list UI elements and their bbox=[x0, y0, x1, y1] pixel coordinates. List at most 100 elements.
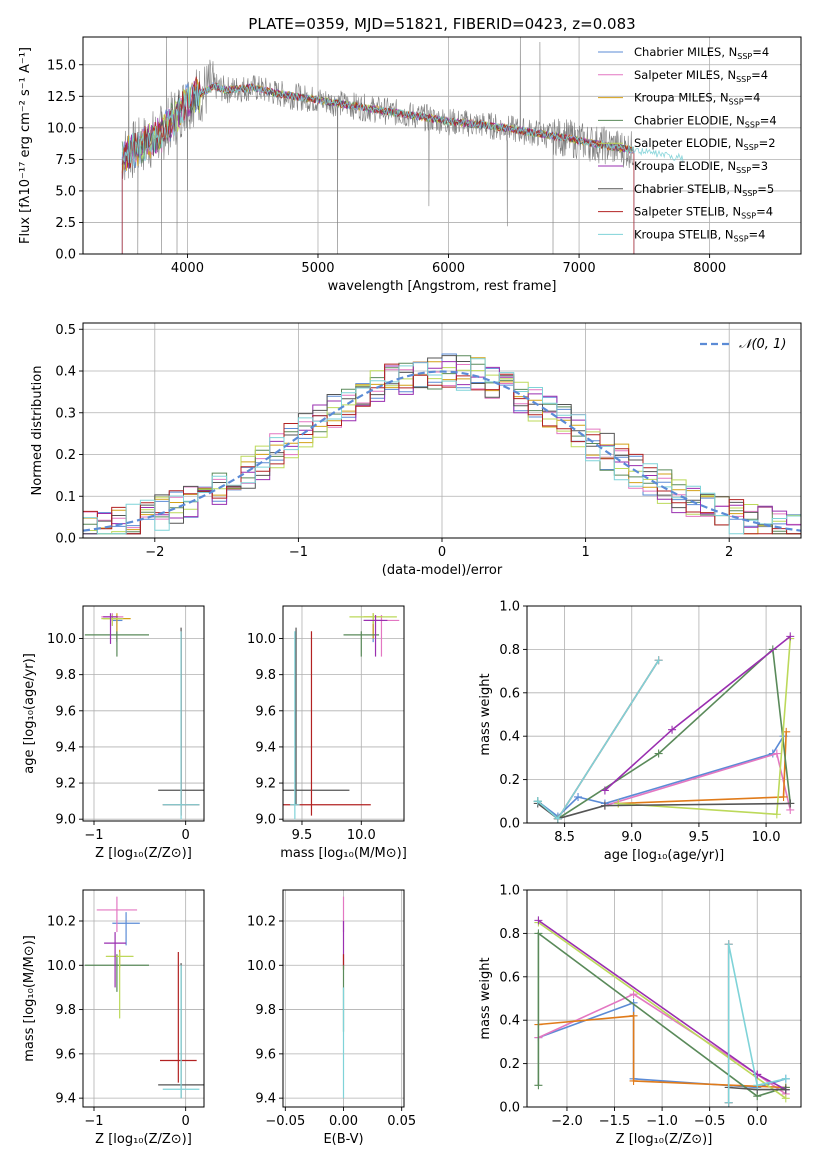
legend-entry: Kroupa STELIB, NSSP=4 bbox=[634, 227, 765, 243]
y-tick-label: 9.8 bbox=[255, 1003, 276, 1018]
x-tick-label: 9.5 bbox=[292, 828, 313, 843]
y-tick-label: 1.0 bbox=[499, 600, 520, 615]
x-tick-label: 7000 bbox=[563, 261, 596, 276]
weight-point-marker bbox=[600, 801, 609, 810]
y-tick-label: 10.0 bbox=[47, 959, 76, 974]
y-tick-label: 9.4 bbox=[255, 1092, 276, 1107]
y-tick-label: 0.2 bbox=[55, 448, 76, 463]
y-tick-label: 15.0 bbox=[47, 58, 76, 73]
y-tick-label: 10.0 bbox=[47, 121, 76, 136]
x-tick-label: 0 bbox=[182, 828, 190, 843]
y-tick-label: 10.2 bbox=[47, 915, 76, 930]
x-tick-label: 0 bbox=[182, 1114, 190, 1129]
weight-point-marker bbox=[654, 656, 663, 665]
legend-entry: Salpeter STELIB, NSSP=4 bbox=[634, 205, 773, 221]
weight-point-marker bbox=[786, 632, 795, 641]
x-tick-label: −1 bbox=[84, 1114, 103, 1129]
weight-point-marker bbox=[629, 1076, 638, 1085]
y-tick-label: 0.0 bbox=[499, 817, 520, 832]
x-tick-label: −0.05 bbox=[265, 1114, 305, 1129]
y-tick-label: 0.8 bbox=[499, 927, 520, 942]
y-tick-label: 1.0 bbox=[499, 884, 520, 899]
x-tick-label: 8000 bbox=[693, 261, 726, 276]
y-axis-label: mass weight bbox=[478, 957, 493, 1039]
chart-mass-vs-EBV: −0.05 0.00 0.05 9.4 9.6 9.8 10.0 10.2 E(B-V) bbox=[247, 889, 416, 1147]
weight-point-marker bbox=[724, 940, 733, 949]
y-tick-label: 9.0 bbox=[55, 813, 76, 828]
legend-entry: Chabrier ELODIE, NSSP=4 bbox=[634, 113, 777, 129]
plot-area bbox=[533, 632, 795, 823]
weight-point-marker bbox=[781, 1074, 790, 1083]
legend-entry: Kroupa MILES, NSSP=4 bbox=[634, 91, 760, 107]
x-tick-label: −1 bbox=[84, 828, 103, 843]
y-tick-label: 0.8 bbox=[499, 643, 520, 658]
y-tick-label: 9.8 bbox=[55, 1003, 76, 1018]
x-tick-label: 5000 bbox=[301, 261, 334, 276]
weight-point-marker bbox=[786, 799, 795, 808]
normal-curve bbox=[83, 370, 801, 532]
legend-entry: Salpeter MILES, NSSP=4 bbox=[634, 68, 768, 84]
y-tick-label: 12.5 bbox=[47, 90, 76, 105]
weight-point-marker bbox=[753, 1081, 762, 1090]
y-tick-label: 2.5 bbox=[55, 216, 76, 231]
x-tick-label: −2.0 bbox=[551, 1114, 583, 1129]
histogram-step bbox=[83, 358, 801, 535]
x-tick-label: −2 bbox=[145, 545, 164, 560]
x-tick-label: 4000 bbox=[171, 261, 204, 276]
legend: 𝒩(0, 1) bbox=[700, 337, 786, 352]
histogram-step bbox=[83, 367, 801, 535]
weight-point-marker bbox=[668, 725, 677, 734]
x-tick-label: 2 bbox=[725, 545, 733, 560]
weight-point-marker bbox=[629, 990, 638, 999]
y-tick-label: 0.4 bbox=[499, 1014, 520, 1029]
y-tick-label: 10.0 bbox=[47, 632, 76, 647]
y-tick-label: 9.8 bbox=[255, 668, 276, 683]
weight-point-marker bbox=[772, 749, 781, 758]
y-tick-label: 9.4 bbox=[55, 1092, 76, 1107]
plot-area bbox=[84, 896, 204, 1099]
weight-line bbox=[537, 802, 791, 820]
x-axis-label: E(B-V) bbox=[323, 1132, 363, 1147]
y-tick-label: 0.0 bbox=[499, 1101, 520, 1116]
y-tick-label: 0.4 bbox=[55, 365, 76, 380]
legend-entry: Kroupa ELODIE, NSSP=3 bbox=[634, 159, 768, 175]
chart-weight-vs-Z: −2.0 −1.5 −1.0 −0.5 0.0 0.0 0.2 0.4 0.6 0.8 1.0 Z [… bbox=[478, 884, 802, 1147]
weight-line bbox=[727, 944, 786, 1103]
weight-line bbox=[604, 752, 792, 811]
x-tick-label: 0.00 bbox=[329, 1114, 358, 1129]
model-spectrum-line bbox=[121, 82, 635, 168]
y-tick-label: 9.2 bbox=[55, 777, 76, 792]
x-tick-label: 0.0 bbox=[747, 1114, 768, 1129]
y-tick-label: 10.2 bbox=[247, 915, 276, 930]
y-tick-label: 9.6 bbox=[255, 704, 276, 719]
y-tick-label: 0.5 bbox=[55, 323, 76, 338]
y-tick-label: 0.0 bbox=[55, 248, 76, 263]
legend-entry: Salpeter ELODIE, NSSP=2 bbox=[634, 136, 776, 152]
y-tick-label: 0.2 bbox=[499, 773, 520, 788]
weight-line bbox=[537, 647, 792, 820]
weight-point-marker bbox=[600, 786, 609, 795]
chart-spectrum: Chabrier MILES, NSSP=4 Salpeter MILES, NS… bbox=[18, 15, 802, 294]
observed-spectrum bbox=[121, 37, 635, 254]
y-tick-label: 9.4 bbox=[55, 740, 76, 755]
x-tick-label: −1.5 bbox=[599, 1114, 631, 1129]
y-tick-label: 0.1 bbox=[55, 490, 76, 505]
y-tick-label: 9.6 bbox=[55, 704, 76, 719]
histogram-step bbox=[83, 357, 801, 535]
x-tick-label: 9.5 bbox=[689, 830, 710, 845]
axes-frame bbox=[526, 889, 802, 1108]
x-axis-label: wavelength [Angstrom, rest frame] bbox=[328, 279, 557, 294]
x-axis-label: Z [log₁₀(Z/Z⊙)] bbox=[95, 1132, 192, 1147]
model-spectrum-line bbox=[121, 82, 684, 166]
axes-frame bbox=[82, 36, 802, 255]
chart-age-vs-mass: 9.5 10.0 9.0 9.2 9.4 9.6 9.8 10.0 mass [log₁₀(M/… bbox=[247, 605, 407, 861]
y-axis-label: Normed distribution bbox=[30, 366, 45, 496]
weight-point-marker bbox=[654, 749, 663, 758]
y-tick-label: 9.0 bbox=[255, 813, 276, 828]
y-axis-label: age [log₁₀(age/yr)] bbox=[22, 653, 37, 774]
plot-area bbox=[83, 353, 801, 535]
axes-frame bbox=[282, 605, 405, 822]
legend: Chabrier MILES, NSSP=4 Salpeter MILES, NS… bbox=[598, 45, 777, 243]
y-tick-label: 7.5 bbox=[55, 153, 76, 168]
